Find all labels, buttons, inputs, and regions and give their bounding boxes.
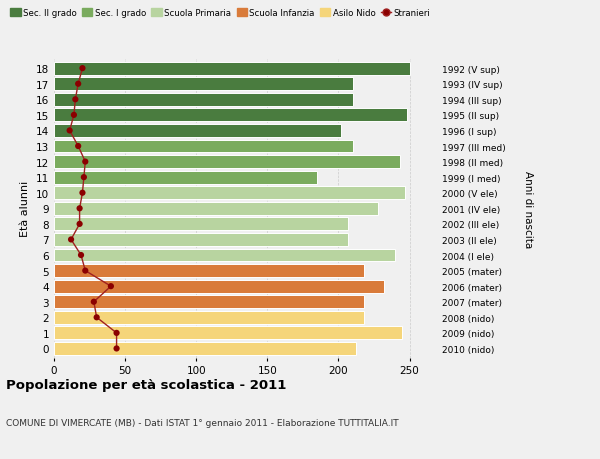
Point [75, 205, 85, 213]
Bar [54, 156, 400, 168]
Point [71, 96, 80, 104]
Point [80, 158, 90, 166]
Point [106, 283, 116, 290]
Point [77, 65, 87, 73]
Point [65, 128, 74, 135]
Point [112, 345, 121, 353]
Bar [54, 202, 378, 215]
Point [79, 174, 89, 181]
Bar [54, 62, 410, 75]
Bar [54, 327, 403, 340]
Point [73, 143, 83, 151]
Text: COMUNE DI VIMERCATE (MB) - Dati ISTAT 1° gennaio 2011 - Elaborazione TUTTITALIA.: COMUNE DI VIMERCATE (MB) - Dati ISTAT 1°… [6, 418, 398, 427]
Bar [54, 78, 353, 91]
Point [73, 81, 83, 88]
Bar [54, 109, 407, 122]
Bar [54, 311, 364, 324]
Y-axis label: Anni di nascita: Anni di nascita [523, 170, 533, 247]
Bar [54, 265, 364, 277]
Point [69, 112, 79, 119]
Bar [54, 280, 384, 293]
Bar [54, 187, 405, 200]
Bar [54, 234, 349, 246]
Bar [54, 94, 353, 106]
Bar [54, 171, 317, 184]
Point [66, 236, 76, 244]
Bar [54, 140, 353, 153]
Point [92, 314, 101, 321]
Legend: Sec. II grado, Sec. I grado, Scuola Primaria, Scuola Infanzia, Asilo Nido, Stran: Sec. II grado, Sec. I grado, Scuola Prim… [10, 9, 431, 18]
Bar [54, 296, 364, 308]
Bar [54, 218, 349, 231]
Bar [54, 342, 356, 355]
Text: Popolazione per età scolastica - 2011: Popolazione per età scolastica - 2011 [6, 379, 286, 392]
Bar [54, 125, 341, 138]
Bar [54, 249, 395, 262]
Point [76, 252, 86, 259]
Point [89, 298, 98, 306]
Point [77, 190, 87, 197]
Y-axis label: Età alunni: Età alunni [20, 181, 31, 237]
Point [75, 221, 85, 228]
Point [80, 267, 90, 274]
Point [112, 330, 121, 337]
